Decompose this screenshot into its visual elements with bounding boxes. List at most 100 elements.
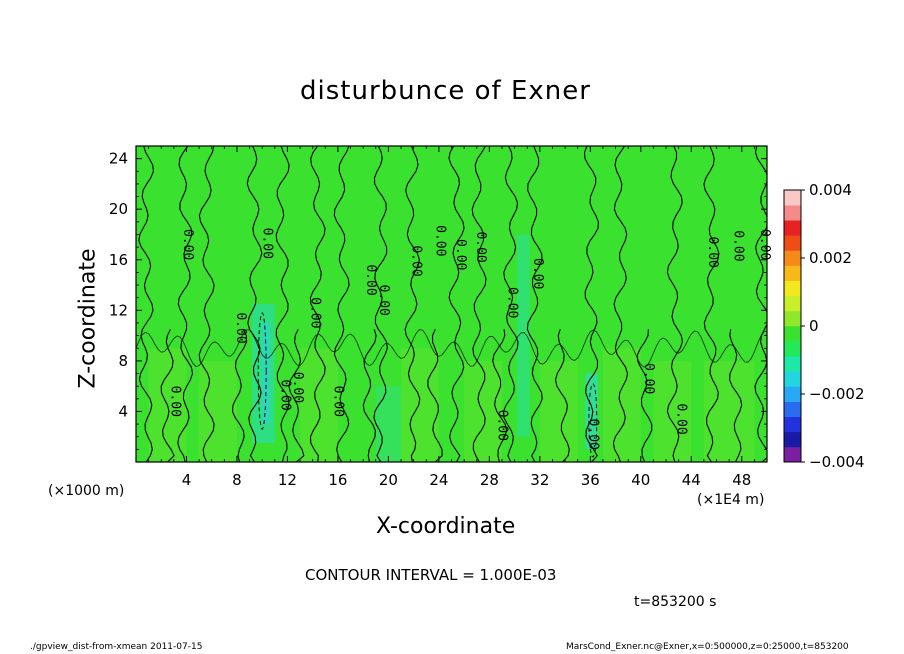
x-tick-label: 32 <box>530 471 549 489</box>
footer-right: MarsCond_Exner.nc@Exner,x=0:500000,z=0:2… <box>566 642 849 652</box>
contour-line-negative <box>257 312 267 430</box>
contour-label: 0.00 <box>376 285 391 316</box>
contour-line <box>160 329 175 462</box>
time-stamp: t=853200 s <box>634 594 717 610</box>
field-band <box>300 348 338 462</box>
field-band <box>602 348 641 462</box>
contour-label: 0.00 <box>505 287 520 318</box>
contour-label: 0.00 <box>233 312 248 343</box>
contour-line <box>309 146 326 462</box>
contour-label: 0.00 <box>363 264 378 295</box>
contour-line <box>246 146 263 462</box>
field-band <box>585 373 598 450</box>
y-tick-label: 24 <box>109 150 128 168</box>
y-axis-label: Z-coordinate <box>75 248 101 389</box>
contour-line <box>373 146 388 462</box>
y-tick-label: 20 <box>109 200 128 218</box>
colorbar-cell <box>784 295 801 312</box>
contour-line <box>427 329 443 462</box>
colorbar-label: −0.002 <box>809 385 865 403</box>
field-band <box>401 348 439 462</box>
contour-line <box>526 146 543 462</box>
y-tick-label: 16 <box>109 251 128 269</box>
contour-line <box>703 146 720 462</box>
colorbar-cell <box>784 401 801 417</box>
contour-line <box>136 328 767 368</box>
y-tick-label: 4 <box>118 402 128 420</box>
colorbar-cell <box>784 190 801 206</box>
colorbar-label: 0.004 <box>809 181 852 199</box>
contour-line <box>492 329 508 462</box>
colorbar-cell <box>784 280 801 297</box>
contour-line <box>288 329 305 462</box>
contour-label: 0.00 <box>308 297 323 328</box>
x-ticks: 4 8 12 16 20 24 28 32 36 40 44 48 <box>148 146 755 489</box>
colorbar-cell <box>784 431 801 448</box>
contour-label: 0.00 <box>495 410 510 441</box>
colorbar-cell <box>784 235 801 251</box>
contour-label: 0.00 <box>260 228 275 259</box>
x-axis-label: X-coordinate <box>376 514 516 539</box>
colorbar-label: −0.004 <box>809 453 865 471</box>
x-tick-label: 28 <box>480 471 499 489</box>
chart-title: disturbunce of Exner <box>300 76 591 106</box>
x-tick-label: 20 <box>379 471 398 489</box>
x-tick-label: 24 <box>429 471 448 489</box>
contour-line <box>138 146 154 462</box>
field-band <box>539 360 578 462</box>
contour-line <box>471 146 487 462</box>
x-tick-label: 4 <box>182 471 192 489</box>
contour-label: 0.00 <box>473 231 488 262</box>
x-tick-label: 40 <box>631 471 650 489</box>
contour-label: 0.00 <box>277 379 292 410</box>
contour-line <box>404 146 421 462</box>
contour-line <box>583 146 599 462</box>
contour-line <box>612 146 629 462</box>
colorbar-cell <box>784 371 801 387</box>
y-tick-label: 8 <box>118 352 128 370</box>
colorbar-cell <box>784 341 801 357</box>
contour-label: 0.00 <box>290 372 305 403</box>
contour-label: 0.00 <box>530 258 545 289</box>
x-tick-label: 36 <box>581 471 600 489</box>
colorbar-cell <box>784 386 801 402</box>
contour-line <box>502 146 519 462</box>
y-axis-label-wrap: Z-coordinate <box>68 249 101 390</box>
contour-label: 0.00 <box>330 386 345 417</box>
contour-label: 0.00 <box>705 237 720 268</box>
contour-line-negative <box>588 383 598 458</box>
colorbar-cell <box>784 310 801 327</box>
x-tick-label: 8 <box>232 471 242 489</box>
colorbar-label: 0.002 <box>809 249 852 267</box>
contour-label: 0.00 <box>168 386 183 417</box>
field-band <box>199 360 237 462</box>
contour-line <box>198 146 215 462</box>
contour-line <box>362 329 377 462</box>
contour-line <box>666 146 683 462</box>
footer-left: ./gpview_dist-from-xmean 2011-07-15 <box>30 642 203 652</box>
contour-line <box>448 146 465 462</box>
colorbar-cell <box>784 326 801 342</box>
contour-label: 0.00 <box>409 245 424 276</box>
x-unit-left: (×1000 m) <box>48 483 125 499</box>
contour-line <box>729 329 743 462</box>
x-tick-label: 48 <box>732 471 751 489</box>
colorbar-cell <box>784 416 801 433</box>
contour-label: 0.00 <box>453 239 468 270</box>
x-tick-label: 44 <box>682 471 701 489</box>
colorbar-cell <box>784 265 801 281</box>
contour-interval: CONTOUR INTERVAL = 1.000E-03 <box>305 566 557 584</box>
contour-label: 0.00 <box>731 230 746 261</box>
contour-labels: 0.000.000.000.000.000.000.000.000.000.00… <box>168 225 772 450</box>
contour-label: 0.00 <box>180 229 195 260</box>
colorbar: 0.004 0.002 0 −0.002 −0.004 <box>783 181 865 471</box>
y-tick-label: 12 <box>109 301 128 319</box>
x-unit-right: (×1E4 m) <box>697 492 765 508</box>
colorbar-cell <box>784 220 801 236</box>
field-band <box>517 234 530 437</box>
colorbar-cell <box>784 446 801 463</box>
contour-label: 0.00 <box>674 403 689 434</box>
colorbar-cell <box>784 205 801 221</box>
contour-label: 0.00 <box>585 419 600 450</box>
